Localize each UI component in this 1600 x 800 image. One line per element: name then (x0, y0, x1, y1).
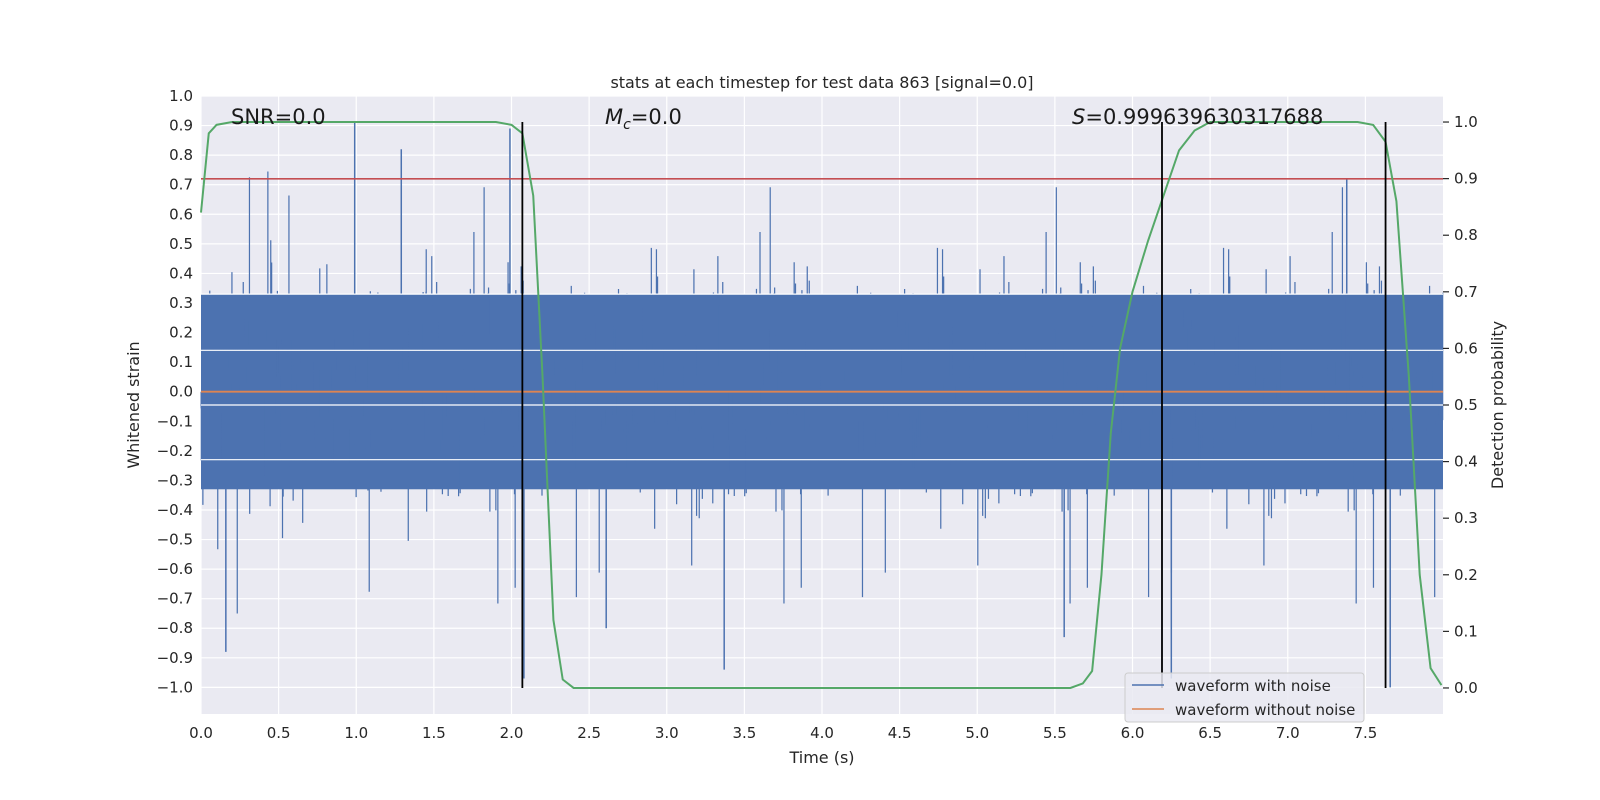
x-tick-label: 2.5 (577, 724, 601, 742)
y2-tick-label: 0.0 (1454, 679, 1478, 697)
x-axis-label: Time (s) (788, 748, 854, 767)
y-tick-label: 0.6 (169, 205, 193, 223)
x-tick-label: 0.5 (267, 724, 291, 742)
x-tick-label: 1.0 (344, 724, 368, 742)
y2-tick-label: 0.3 (1454, 509, 1478, 527)
y-axis-label: Whitened strain (124, 341, 143, 468)
y2-axis-label: Detection probability (1488, 321, 1507, 489)
x-tick-label: 5.5 (1043, 724, 1067, 742)
score-symbol: S (1072, 105, 1085, 129)
y-tick-label: 0.8 (169, 146, 193, 164)
detection-probability-line (200, 121, 1443, 689)
y-tick-label: 1.0 (169, 87, 193, 105)
y-tick-label: 0.5 (169, 235, 193, 253)
y-tick-label: −0.7 (157, 590, 193, 608)
y-tick-label: −0.4 (157, 501, 193, 519)
y-tick-label: −1.0 (157, 678, 193, 696)
y-tick-label: 0.3 (169, 294, 193, 312)
legend-label-clean: waveform without noise (1175, 701, 1355, 719)
chirp-mass-subscript: c (623, 117, 631, 133)
y-tick-label: −0.8 (157, 619, 193, 637)
axis-ticks: 0.0 0.5 1.0 1.5 2.0 2.5 3.0 3.5 4.0 4.5 5.0 5.5 6.0 6… (157, 87, 1478, 742)
y2-tick-label: 0.8 (1454, 226, 1478, 244)
y-tick-label: −0.9 (157, 649, 193, 667)
x-tick-label: 6.0 (1121, 724, 1145, 742)
y2-tick-label: 0.7 (1454, 283, 1478, 301)
x-tick-label: 1.5 (422, 724, 446, 742)
y-tick-label: 0.0 (169, 383, 193, 401)
line-series (200, 121, 1443, 689)
x-tick-label: 7.5 (1353, 724, 1377, 742)
x-tick-label: 7.0 (1276, 724, 1300, 742)
y-tick-label: −0.1 (157, 412, 193, 430)
score-annotation: S=0.999639630317688 (1072, 105, 1323, 129)
y-tick-label: 0.4 (169, 264, 193, 282)
chirp-mass-symbol: M (605, 105, 623, 129)
y2-tick-label: 0.5 (1454, 396, 1478, 414)
x-tick-label: 3.0 (655, 724, 679, 742)
x-tick-label: 3.5 (732, 724, 756, 742)
chirp-mass-value: =0.0 (631, 105, 682, 129)
y2-tick-label: 0.6 (1454, 339, 1478, 357)
y-tick-label: −0.5 (157, 531, 193, 549)
y-tick-label: −0.2 (157, 442, 193, 460)
legend-box (1124, 672, 1365, 723)
y2-tick-label: 0.1 (1454, 622, 1478, 640)
y-tick-label: −0.3 (157, 471, 193, 489)
legend: waveform with noise waveform without noi… (1124, 672, 1365, 723)
score-value: =0.999639630317688 (1085, 105, 1323, 129)
y-tick-label: 0.2 (169, 324, 193, 342)
y2-tick-label: 0.4 (1454, 453, 1478, 471)
y-tick-label: 0.9 (169, 117, 193, 135)
y-tick-label: 0.1 (169, 353, 193, 371)
x-tick-label: 6.5 (1198, 724, 1222, 742)
y-tick-label: −0.6 (157, 560, 193, 578)
x-tick-label: 5.0 (965, 724, 989, 742)
x-tick-label: 0.0 (189, 724, 213, 742)
legend-label-noisy: waveform with noise (1175, 677, 1331, 695)
y2-tick-label: 1.0 (1454, 113, 1478, 131)
y2-tick-label: 0.9 (1454, 170, 1478, 188)
x-tick-label: 4.5 (888, 724, 912, 742)
y2-tick-label: 0.2 (1454, 566, 1478, 584)
chart-title: stats at each timestep for test data 863… (610, 73, 1033, 92)
y-tick-label: 0.7 (169, 176, 193, 194)
chirp-mass-annotation: Mc=0.0 (605, 105, 682, 133)
x-tick-label: 4.0 (810, 724, 834, 742)
x-tick-label: 2.0 (500, 724, 524, 742)
snr-annotation: SNR=0.0 (231, 105, 326, 129)
